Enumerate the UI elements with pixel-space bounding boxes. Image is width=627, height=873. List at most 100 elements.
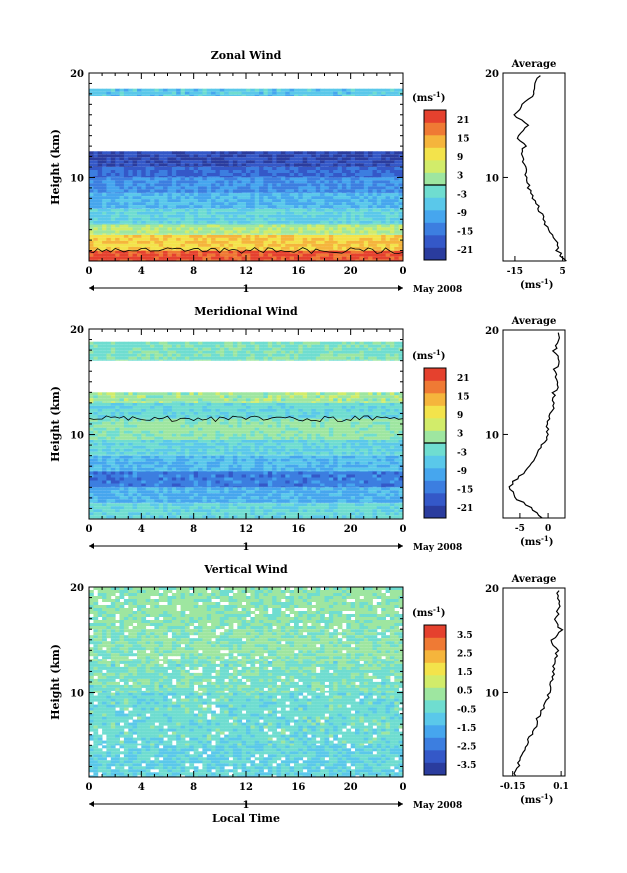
- heatmap-cell: [123, 177, 129, 181]
- heatmap-cell: [298, 253, 304, 257]
- heatmap-cell: [389, 183, 395, 187]
- heatmap-cell: [93, 496, 99, 500]
- heatmap-cell: [280, 509, 286, 513]
- heatmap-cell: [176, 88, 181, 92]
- heatmap-cell: [119, 170, 125, 173]
- heatmap-cell: [376, 483, 382, 487]
- heatmap-cell: [346, 217, 352, 221]
- heatmap-cell: [294, 471, 299, 475]
- heatmap-cell: [341, 486, 347, 488]
- heatmap-cell: [372, 230, 378, 234]
- heatmap-cell: [211, 253, 216, 257]
- heatmap-cell: [184, 502, 190, 504]
- heatmap-cell: [246, 205, 251, 209]
- heatmap-cell: [141, 176, 147, 178]
- heatmap-cell: [276, 512, 282, 516]
- heatmap-cell: [158, 474, 164, 478]
- heatmap-cell: [381, 154, 386, 158]
- heatmap-cell: [171, 493, 177, 497]
- heatmap-cell: [368, 217, 373, 221]
- heatmap-cell: [398, 509, 404, 513]
- heatmap-cell: [394, 180, 400, 184]
- heatmap-cell: [363, 160, 369, 164]
- heatmap-cell: [241, 205, 247, 209]
- heatmap-cell: [368, 177, 373, 181]
- heatmap-cell: [246, 237, 251, 241]
- heatmap-cell: [324, 94, 330, 96]
- heatmap-cell: [376, 250, 382, 254]
- heatmap-cell: [263, 94, 269, 96]
- heatmap-cell: [193, 249, 199, 251]
- heatmap-cell: [137, 474, 142, 478]
- heatmap-cell: [102, 458, 107, 462]
- heatmap-cell: [119, 461, 125, 465]
- heatmap-cell: [171, 499, 177, 503]
- heatmap-cell: [150, 94, 155, 96]
- heatmap-cell: [237, 477, 243, 481]
- heatmap-cell: [307, 177, 312, 181]
- heatmap-cell: [394, 256, 400, 260]
- heatmap-cell: [115, 189, 120, 193]
- heatmap-cell: [97, 199, 103, 203]
- heatmap-cell: [276, 214, 282, 218]
- heatmap-cell: [263, 208, 269, 209]
- heatmap-cell: [350, 464, 356, 468]
- heatmap-cell: [363, 205, 369, 209]
- heatmap-cell: [158, 88, 164, 92]
- heatmap-cell: [224, 160, 229, 164]
- heatmap-cell: [106, 154, 112, 158]
- heatmap-cell: [115, 176, 120, 178]
- heatmap-cell: [381, 499, 386, 503]
- heatmap-cell: [328, 186, 334, 190]
- heatmap-cell: [237, 193, 243, 197]
- heatmap-cell: [171, 455, 177, 459]
- heatmap-cell: [137, 477, 142, 481]
- heatmap-cell: [254, 205, 260, 209]
- heatmap-cell: [237, 154, 243, 158]
- heatmap-cell: [228, 474, 234, 478]
- heatmap-cell: [171, 173, 177, 176]
- heatmap-cell: [115, 512, 120, 516]
- heatmap-cell: [346, 196, 352, 200]
- heatmap-cell: [102, 223, 107, 225]
- heatmap-cell: [171, 490, 177, 494]
- colorbar-tick-label: -3: [457, 190, 467, 200]
- heatmap-cell: [115, 211, 120, 215]
- heatmap-cell: [211, 237, 216, 241]
- heatmap-cell: [206, 233, 212, 235]
- heatmap-cell: [193, 256, 199, 260]
- heatmap-cell: [93, 173, 99, 176]
- heatmap-cell: [376, 88, 382, 92]
- heatmap-cell: [324, 455, 330, 459]
- heatmap-cell: [171, 94, 177, 96]
- heatmap-cell: [363, 246, 369, 250]
- heatmap-cell: [398, 471, 404, 475]
- heatmap-cell: [110, 180, 116, 184]
- heatmap-cell: [350, 493, 356, 497]
- heatmap-cell: [184, 234, 190, 238]
- heatmap-cell: [184, 467, 190, 471]
- heatmap-cell: [128, 259, 134, 261]
- heatmap-cell: [102, 499, 107, 503]
- heatmap-cell: [246, 208, 251, 209]
- heatmap-cell: [180, 160, 186, 164]
- heatmap-cell: [137, 515, 142, 519]
- heatmap-cell: [398, 211, 404, 215]
- heatmap-cell: [154, 217, 160, 221]
- heatmap-cell: [106, 91, 112, 95]
- heatmap-cell: [167, 467, 173, 471]
- heatmap-cell: [171, 217, 177, 221]
- heatmap-cell: [206, 224, 212, 228]
- heatmap-cell: [102, 487, 107, 491]
- heatmap-cell: [337, 196, 343, 200]
- heatmap-cell: [359, 458, 365, 462]
- heatmap-cell: [163, 205, 168, 209]
- heatmap-cell: [102, 496, 107, 500]
- heatmap-cell: [355, 167, 360, 170]
- heatmap-cell: [254, 88, 260, 92]
- heatmap-cell: [389, 496, 395, 500]
- heatmap-cell: [254, 151, 260, 155]
- heatmap-cell: [320, 230, 325, 234]
- heatmap-cell: [158, 256, 164, 260]
- colorbar-swatch: [424, 235, 446, 248]
